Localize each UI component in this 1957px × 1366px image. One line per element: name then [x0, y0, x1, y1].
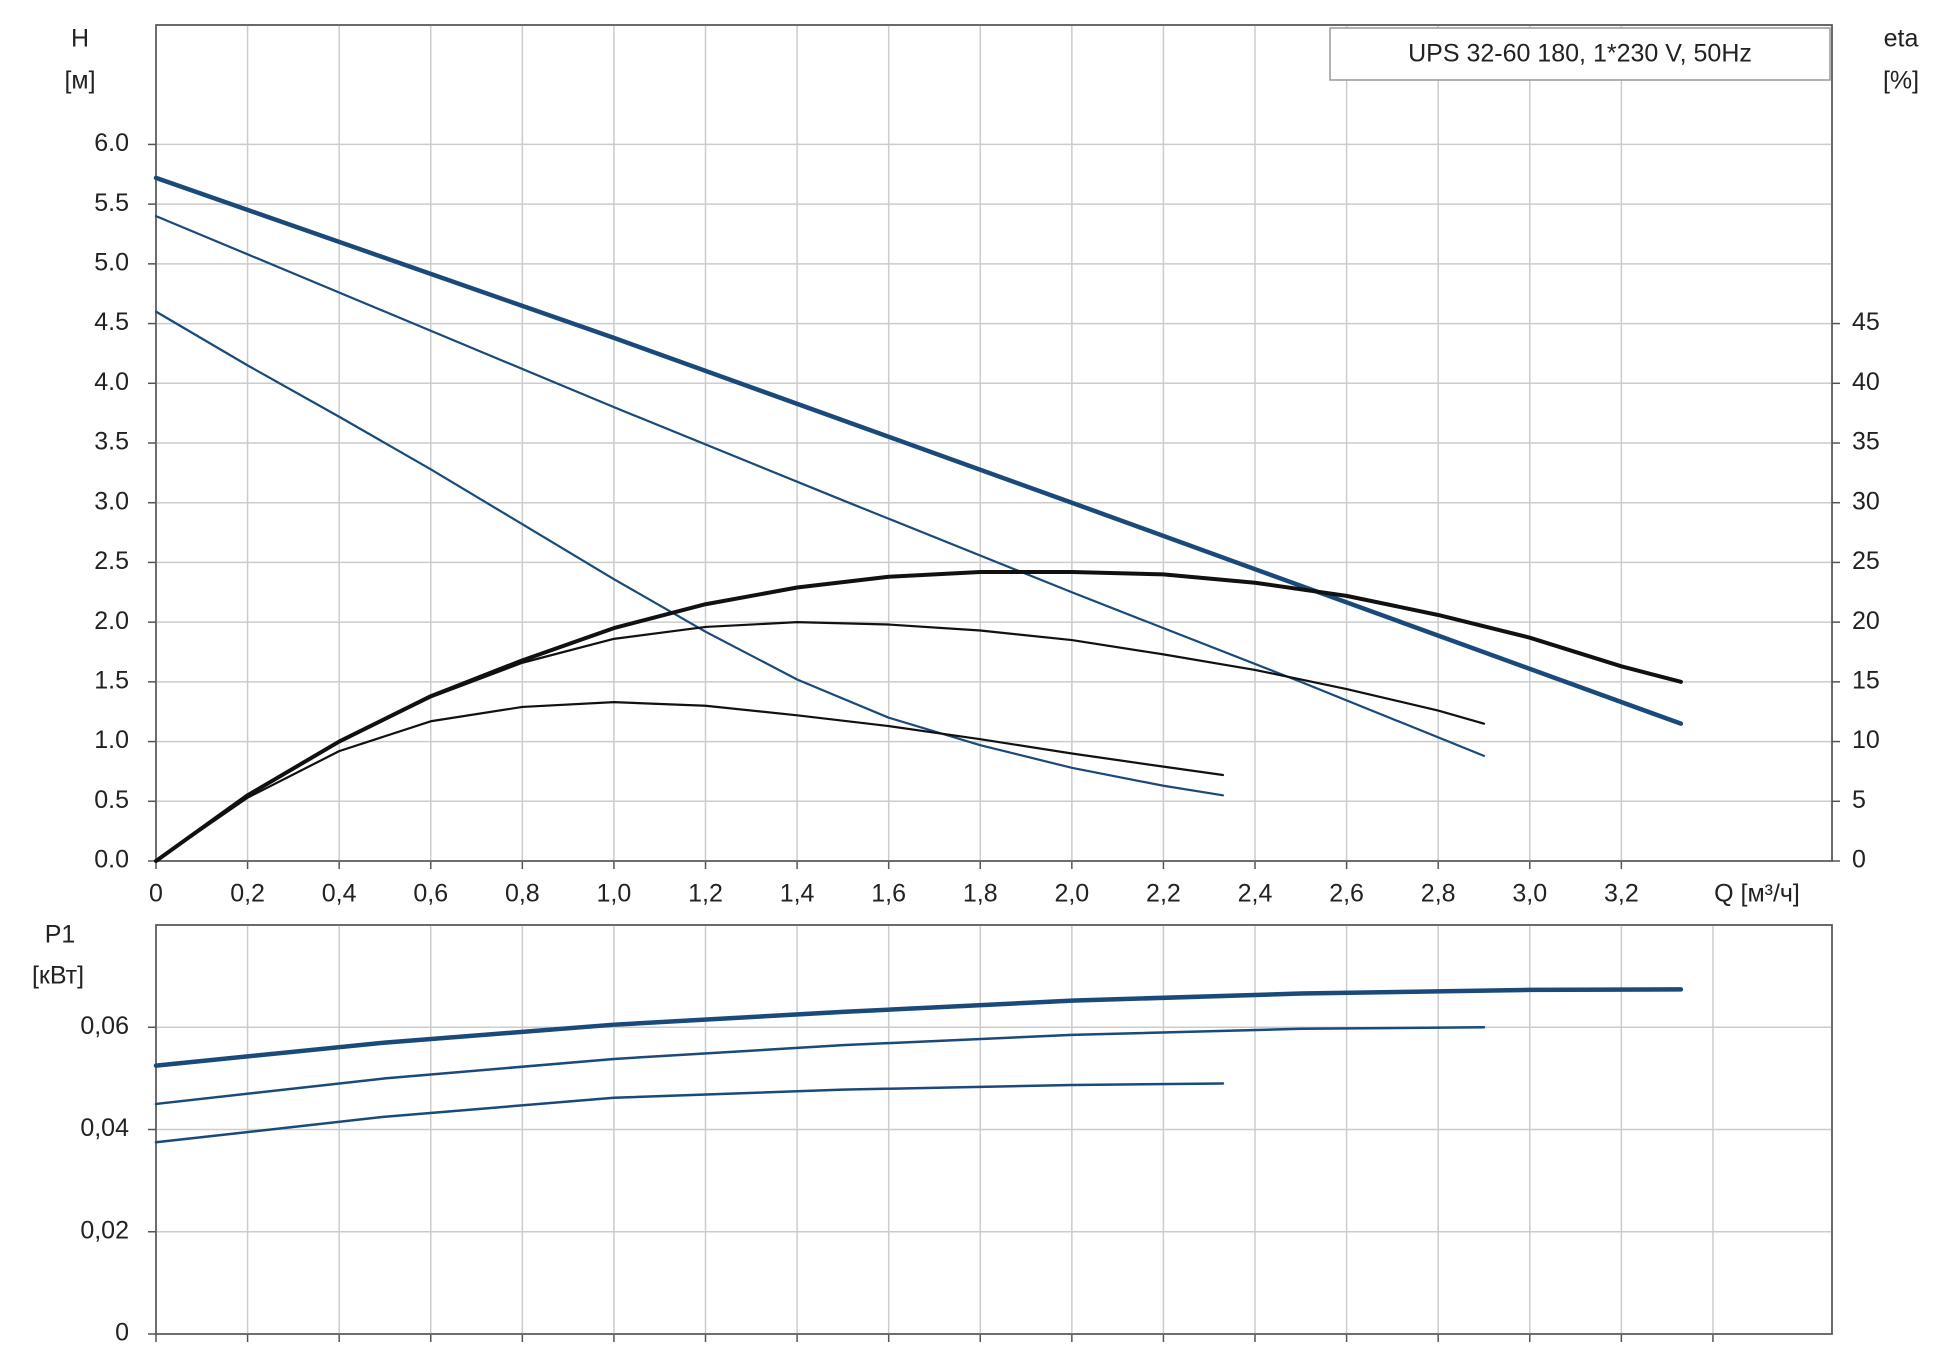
y-tick-label: 6.0 — [94, 129, 129, 157]
x-tick-label: 2,0 — [1054, 880, 1089, 908]
y2-tick-label: 35 — [1852, 428, 1880, 456]
x-label: Q [м³/ч] — [1714, 880, 1800, 908]
curve — [153, 175, 1684, 726]
curve — [154, 701, 1225, 863]
y-tick-label: 2.5 — [94, 547, 129, 575]
y2-unit: [%] — [1883, 67, 1919, 95]
x-tick-label: 2,4 — [1238, 880, 1273, 908]
x-tick-label: 0,6 — [413, 880, 448, 908]
x-tick-label: 1,0 — [597, 880, 632, 908]
y2-tick-label: 45 — [1852, 308, 1880, 336]
x-tick-label: 0 — [149, 880, 163, 908]
y-tick-label: 0,06 — [80, 1012, 129, 1040]
y2-tick-label: 40 — [1852, 368, 1880, 396]
x-tick-label: 0,8 — [505, 880, 540, 908]
y2-tick-label: 0 — [1852, 846, 1866, 874]
curve — [154, 1026, 1486, 1106]
y2-tick-label: 10 — [1852, 726, 1880, 754]
chart-title: UPS 32-60 180, 1*230 V, 50Hz — [1408, 40, 1752, 68]
y-tick-label: 0,02 — [80, 1216, 129, 1244]
x-tick-label: 3,2 — [1604, 880, 1639, 908]
curve — [154, 1082, 1225, 1144]
plot-border — [155, 924, 1833, 1335]
y2-tick-label: 25 — [1852, 547, 1880, 575]
x-tick-label: 1,6 — [871, 880, 906, 908]
y2-tick-label: 15 — [1852, 666, 1880, 694]
y2-tick-label: 5 — [1852, 786, 1866, 814]
y-tick-label: 3.5 — [94, 428, 129, 456]
y-tick-label: 4.5 — [94, 308, 129, 336]
x-tick-label: 1,2 — [688, 880, 723, 908]
y-unit: [кВт] — [32, 962, 84, 990]
y-tick-label: 0,04 — [80, 1114, 129, 1142]
y-tick-label: 2.0 — [94, 607, 129, 635]
curve — [153, 987, 1684, 1068]
y-tick-label: 0 — [115, 1319, 129, 1347]
y-tick-label: 0.5 — [94, 786, 129, 814]
x-tick-label: 0,4 — [322, 880, 357, 908]
title-box — [1329, 27, 1831, 81]
curve — [154, 214, 1486, 757]
x-tick-label: 2,6 — [1329, 880, 1364, 908]
curve — [154, 621, 1486, 863]
plot-border — [155, 24, 1833, 862]
x-tick-label: 1,8 — [963, 880, 998, 908]
y2-tick-label: 30 — [1852, 487, 1880, 515]
y2-tick-label: 20 — [1852, 607, 1880, 635]
y-tick-label: 1.0 — [94, 726, 129, 754]
y-tick-label: 1.5 — [94, 666, 129, 694]
y2-label: eta — [1884, 25, 1919, 53]
x-tick-label: 0,2 — [230, 880, 265, 908]
y-unit: [м] — [64, 67, 95, 95]
x-tick-label: 3,0 — [1512, 880, 1547, 908]
y-label: P1 — [45, 921, 76, 949]
y-tick-label: 3.0 — [94, 487, 129, 515]
x-tick-label: 2,2 — [1146, 880, 1181, 908]
y-tick-label: 5.5 — [94, 189, 129, 217]
y-tick-label: 4.0 — [94, 368, 129, 396]
x-tick-label: 2,8 — [1421, 880, 1456, 908]
curve — [154, 310, 1225, 797]
y-label: H — [71, 25, 89, 53]
x-tick-label: 1,4 — [780, 880, 815, 908]
y-tick-label: 0.0 — [94, 846, 129, 874]
y-tick-label: 5.0 — [94, 248, 129, 276]
